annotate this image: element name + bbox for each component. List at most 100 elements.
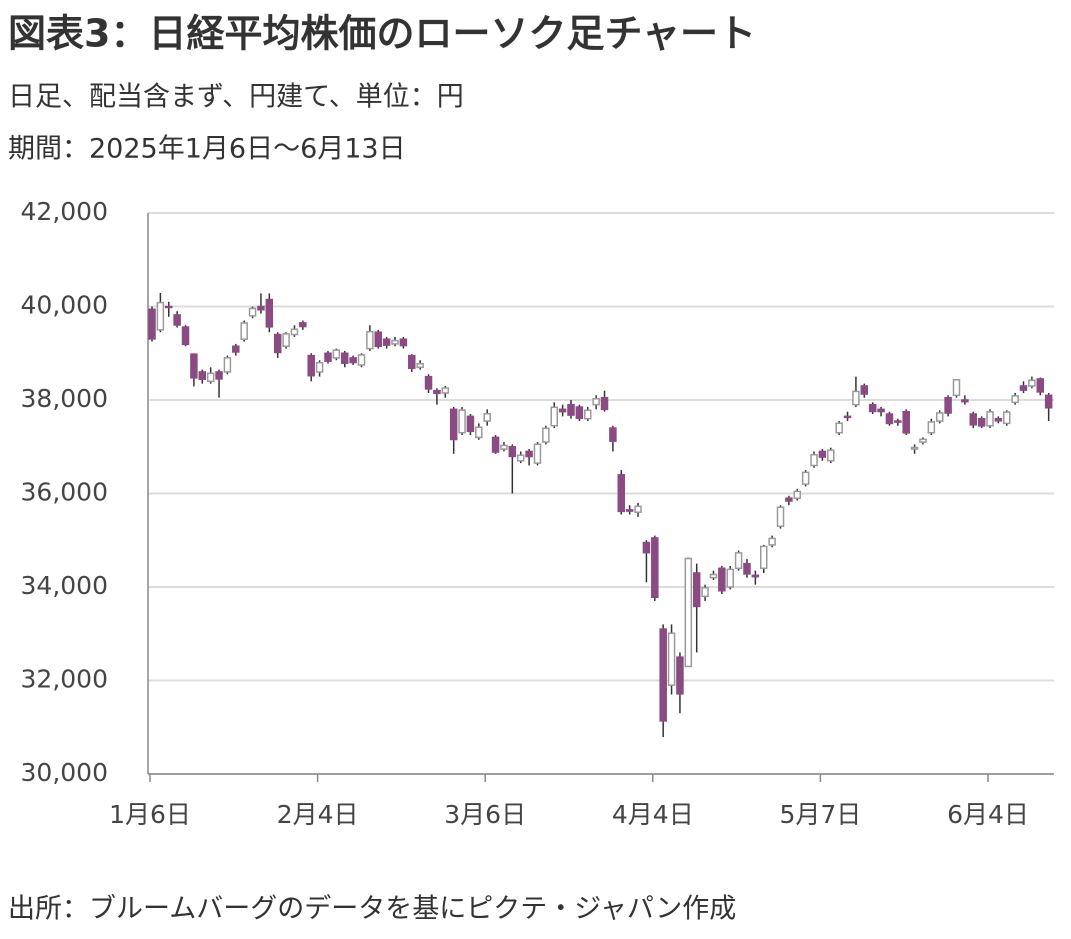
candle-body (315, 361, 324, 373)
candle-body (676, 656, 684, 695)
candle-body (391, 339, 399, 345)
x-tick-label: 3月6日 (444, 800, 526, 829)
candle-body (232, 345, 240, 353)
candle-body (433, 389, 441, 395)
candle-body (558, 408, 567, 413)
candle-body (483, 413, 491, 422)
candle-body (273, 333, 282, 354)
candle-body (835, 422, 843, 434)
candle-body (843, 415, 852, 419)
candle-body (366, 330, 374, 350)
candle-body (709, 573, 718, 579)
candle-body (357, 354, 366, 366)
candle-body (190, 353, 198, 379)
candle-body (223, 357, 232, 373)
candle-body (827, 449, 835, 462)
candle-body (776, 506, 785, 527)
candle-body (659, 628, 667, 722)
candle-body (952, 379, 961, 397)
candle-body (173, 314, 181, 326)
candle-body (651, 537, 659, 599)
candle-body (877, 408, 885, 413)
candle-body (1011, 395, 1019, 404)
candle-body (894, 420, 902, 423)
candle-body (885, 413, 894, 425)
candle-body (944, 396, 952, 414)
candle-body (248, 307, 257, 317)
candle-body (810, 453, 818, 467)
candle-body (265, 298, 274, 328)
candle-body (324, 352, 332, 362)
candle-body (609, 427, 617, 442)
candle-body (927, 421, 936, 434)
x-tick-label: 5月7日 (779, 800, 861, 829)
y-tick-label: 36,000 (21, 478, 108, 507)
candle-body (743, 562, 751, 575)
candle-body (961, 399, 969, 403)
candle-body (785, 497, 793, 502)
candle-body (919, 438, 927, 443)
candle-body (299, 322, 307, 328)
candle-body (516, 454, 525, 462)
candle-body (215, 371, 223, 380)
candle-body (935, 412, 944, 422)
candle-body (734, 552, 743, 570)
candle-body (349, 357, 357, 364)
x-tick-label: 6月4日 (947, 800, 1029, 829)
candle-body (751, 574, 760, 578)
candle-body (382, 338, 391, 346)
chart-subtitle: 日足、配当含まず、円建て、単位：円 (8, 82, 464, 113)
candle-body (969, 413, 977, 426)
candle-body (642, 541, 651, 554)
candle-body (198, 371, 207, 380)
candle-body (550, 406, 558, 427)
y-tick-label: 40,000 (21, 291, 108, 320)
x-tick-label: 1月6日 (109, 800, 191, 829)
y-tick-label: 38,000 (21, 384, 108, 413)
candle-body (1028, 379, 1036, 387)
x-tick-label: 2月4日 (277, 800, 359, 829)
y-tick-label: 34,000 (21, 571, 108, 600)
chart-source: 出所：ブルームバーグのデータを基にピクテ・ジャパン作成 (8, 894, 736, 925)
candle-body (567, 403, 575, 416)
candle-body (902, 410, 910, 434)
candle-body (156, 301, 165, 331)
candle-body (500, 444, 508, 450)
candle-body (181, 326, 190, 346)
candle-body (1044, 394, 1053, 409)
candle-body (575, 406, 584, 420)
candle-body (986, 411, 994, 427)
candle-body (458, 409, 466, 434)
candle-body (852, 390, 860, 406)
candle-body (441, 387, 450, 394)
candle-body (600, 396, 609, 411)
y-tick-label: 42,000 (21, 197, 108, 226)
candle-body (257, 305, 265, 311)
candle-body (206, 372, 215, 383)
candle-body (240, 322, 248, 340)
candle-body (542, 427, 550, 443)
candle-body (1003, 411, 1011, 425)
candle-body (416, 362, 424, 369)
chart-title: 図表3：日経平均株価のローソク足チャート (8, 12, 756, 56)
candle-body (165, 305, 173, 309)
candle-body (759, 545, 768, 570)
candle-body (466, 415, 475, 433)
candle-body (726, 568, 734, 588)
chart-period: 期間：2025年1月6日～6月13日 (8, 134, 406, 165)
candle-body (340, 352, 349, 364)
candle-body (475, 426, 483, 439)
candle-body (307, 354, 315, 377)
candle-body (701, 587, 709, 598)
candle-body (449, 408, 458, 441)
candle-body (684, 557, 693, 668)
candle-body (634, 505, 642, 513)
candle-body (860, 385, 869, 395)
candle-body (868, 403, 877, 413)
x-tick-label: 4月4日 (612, 800, 694, 829)
candle-body (625, 509, 634, 512)
candle-body (491, 436, 500, 453)
candle-body (508, 446, 517, 458)
candle-body (533, 443, 542, 464)
